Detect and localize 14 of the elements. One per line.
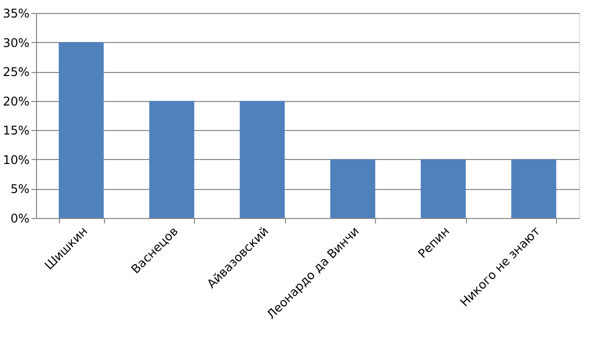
y-tick-label: 20% bbox=[2, 94, 30, 108]
y-tick-label: 15% bbox=[2, 124, 30, 138]
bar bbox=[420, 159, 466, 218]
bar bbox=[330, 159, 376, 218]
y-tick-label: 5% bbox=[10, 182, 30, 196]
y-tick-label: 10% bbox=[2, 152, 30, 167]
bar bbox=[58, 42, 104, 218]
y-tick-label: 25% bbox=[2, 65, 30, 80]
y-tick-label: 30% bbox=[2, 36, 30, 50]
y-tick-label: 35% bbox=[2, 6, 30, 20]
bar bbox=[240, 100, 285, 218]
y-tick-label: 0% bbox=[10, 212, 30, 226]
bar bbox=[149, 100, 194, 218]
bar bbox=[511, 159, 556, 218]
